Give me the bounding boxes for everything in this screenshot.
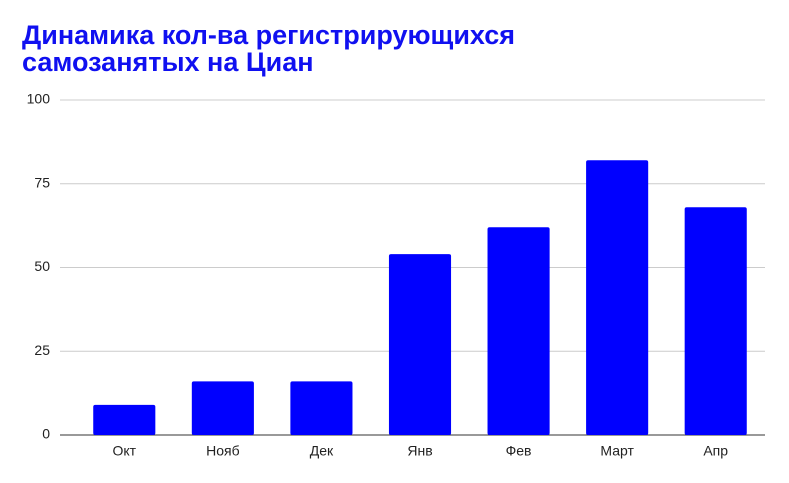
bar: [487, 227, 550, 435]
bar: [388, 254, 452, 435]
x-tick-label: Нояб: [206, 443, 240, 459]
x-tick-label: Янв: [407, 443, 432, 459]
bar: [93, 404, 156, 435]
y-tick-label: 100: [27, 91, 51, 107]
y-tick-label: 25: [34, 342, 50, 358]
chart-title: Динамика кол-ва регистрирующихся самозан…: [22, 20, 516, 77]
bar: [290, 381, 353, 435]
x-tick-label: Апр: [703, 443, 728, 459]
x-tick-label: Март: [600, 443, 634, 459]
bar: [684, 207, 747, 435]
x-tick-label: Окт: [112, 443, 136, 459]
x-tick-label: Фев: [506, 443, 532, 459]
y-tick-label: 75: [34, 174, 50, 190]
bar: [191, 381, 254, 435]
y-tick-label: 0: [42, 426, 50, 442]
x-tick-label: Дек: [310, 443, 334, 459]
bar: [586, 160, 649, 436]
y-tick-label: 50: [34, 258, 50, 274]
